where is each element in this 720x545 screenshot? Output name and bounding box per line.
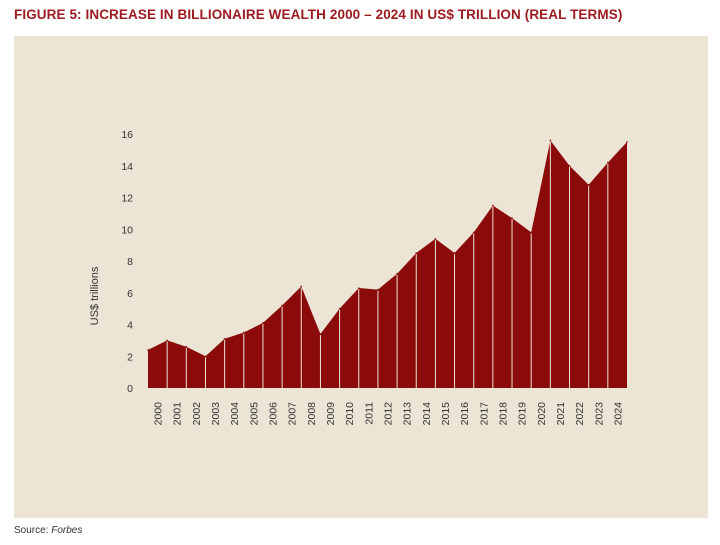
data-point bbox=[377, 288, 379, 291]
y-tick-label: 12 bbox=[121, 193, 133, 205]
x-tick-label: 2009 bbox=[325, 402, 337, 426]
x-tick-label: 2004 bbox=[229, 402, 241, 426]
data-point bbox=[243, 331, 245, 334]
source-name: Forbes bbox=[51, 525, 83, 536]
x-tick-label: 2000 bbox=[153, 402, 165, 426]
data-point bbox=[568, 164, 571, 167]
data-point bbox=[223, 337, 226, 340]
x-tick-label: 2015 bbox=[440, 402, 452, 426]
data-point bbox=[357, 287, 360, 289]
y-tick-label: 16 bbox=[121, 129, 133, 141]
x-tick-label: 2017 bbox=[478, 402, 490, 426]
x-tick-label: 2014 bbox=[421, 402, 433, 426]
data-point bbox=[185, 345, 188, 348]
x-tick-label: 2001 bbox=[172, 402, 184, 426]
plot-area bbox=[147, 139, 628, 388]
data-point bbox=[549, 139, 552, 142]
data-point bbox=[300, 285, 303, 288]
data-point bbox=[530, 231, 532, 234]
data-point bbox=[587, 184, 590, 186]
y-tick-label: 6 bbox=[127, 288, 133, 300]
x-tick-label: 2003 bbox=[210, 402, 222, 426]
data-point bbox=[453, 252, 456, 254]
figure-title: FIGURE 5: INCREASE IN BILLIONAIRE WEALTH… bbox=[14, 7, 623, 22]
data-point bbox=[472, 231, 475, 234]
y-tick-label: 10 bbox=[121, 224, 133, 236]
data-point bbox=[492, 204, 494, 207]
x-tick-label: 2010 bbox=[344, 402, 356, 426]
x-tick-label: 2011 bbox=[363, 402, 375, 425]
source-label: Source: bbox=[14, 525, 49, 536]
data-point bbox=[204, 355, 207, 358]
x-tick-label: 2018 bbox=[498, 402, 510, 426]
x-tick-label: 2005 bbox=[248, 402, 260, 426]
x-axis: 2000 2001 2002 2003 2004 2005 2006 2007 2008 2009… bbox=[153, 402, 625, 426]
x-tick-label: 2013 bbox=[402, 402, 414, 426]
x-tick-label: 2006 bbox=[268, 402, 280, 426]
data-point bbox=[147, 349, 149, 351]
y-tick-label: 4 bbox=[127, 320, 133, 332]
data-point bbox=[166, 339, 168, 342]
x-tick-label: 2024 bbox=[612, 402, 624, 426]
y-tick-label: 2 bbox=[127, 351, 133, 363]
x-tick-label: 2008 bbox=[306, 402, 318, 426]
y-tick-label: 14 bbox=[121, 161, 133, 173]
x-tick-label: 2019 bbox=[517, 402, 529, 426]
data-point bbox=[626, 141, 628, 143]
y-axis-label: US$ trillions bbox=[89, 266, 101, 325]
data-point bbox=[319, 333, 322, 335]
data-point bbox=[262, 322, 264, 324]
data-point bbox=[281, 304, 283, 307]
x-tick-label: 2012 bbox=[383, 402, 395, 426]
series-area bbox=[148, 140, 627, 388]
data-point bbox=[338, 307, 341, 310]
data-point bbox=[511, 217, 513, 219]
source-note: Source: Forbes bbox=[14, 525, 82, 536]
data-point bbox=[415, 252, 418, 254]
data-point bbox=[434, 237, 437, 240]
chart-panel: 0 2 4 6 8 10 12 14 16 2000 2001 2002 2003 2004 2005 20… bbox=[14, 36, 708, 518]
x-tick-label: 2023 bbox=[593, 402, 605, 426]
y-axis: 0 2 4 6 8 10 12 14 16 bbox=[121, 129, 133, 395]
y-tick-label: 8 bbox=[127, 256, 133, 268]
x-tick-label: 2022 bbox=[574, 402, 586, 426]
x-tick-label: 2021 bbox=[555, 402, 567, 426]
y-tick-label: 0 bbox=[127, 383, 133, 395]
data-point bbox=[396, 272, 398, 275]
x-tick-label: 2002 bbox=[191, 402, 203, 426]
x-tick-label: 2020 bbox=[536, 402, 548, 426]
x-tick-label: 2016 bbox=[459, 402, 471, 426]
data-point bbox=[607, 161, 609, 164]
x-tick-label: 2007 bbox=[287, 402, 299, 426]
